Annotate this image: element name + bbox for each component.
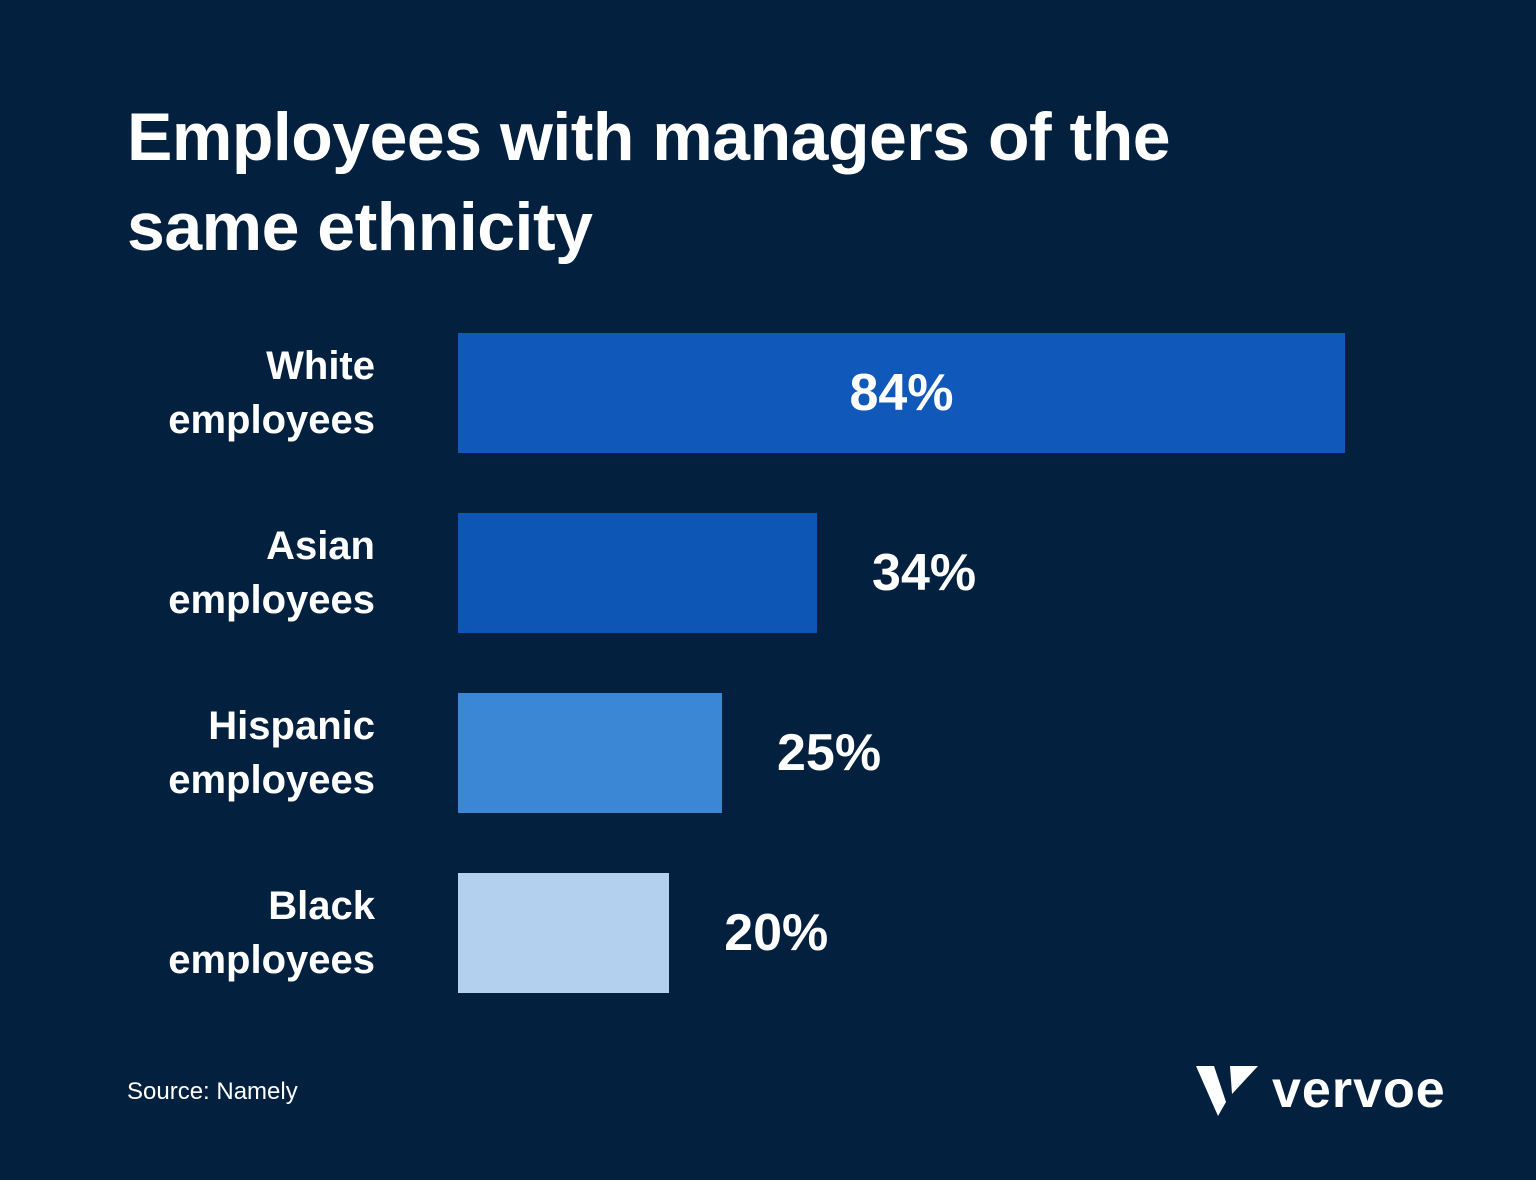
source: Source: Namely	[127, 1078, 298, 1105]
bar	[458, 333, 1346, 453]
logo: vervoe	[1272, 1061, 1446, 1119]
category-label: Hispanic employees	[168, 704, 375, 802]
value-label: 20%	[724, 904, 829, 962]
value-label: 34%	[872, 544, 977, 602]
logo-mark	[1196, 1066, 1258, 1116]
category-label: Asian employees	[168, 524, 375, 622]
bar	[458, 513, 818, 633]
value-label: 25%	[777, 724, 882, 782]
bar	[458, 693, 722, 813]
value-label: 84%	[849, 364, 954, 422]
bar	[458, 873, 670, 993]
category-label: Black employees	[168, 884, 375, 982]
chart-title: Employees with managers of the same ethn…	[127, 99, 1171, 265]
category-label: White employees	[168, 344, 375, 442]
